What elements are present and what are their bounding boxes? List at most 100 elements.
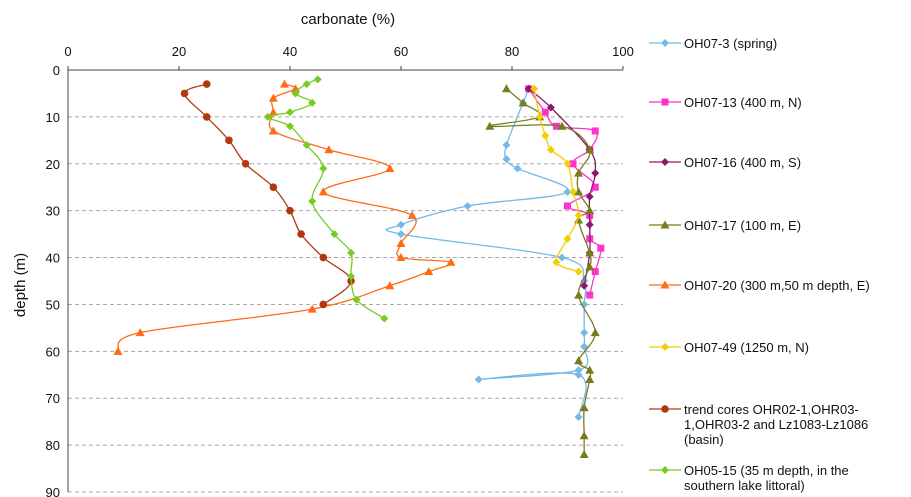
legend-marker <box>661 343 669 351</box>
y-tick-label: 0 <box>53 63 60 78</box>
data-point <box>302 141 311 150</box>
data-point <box>318 187 328 196</box>
legend-symbol <box>649 98 681 106</box>
data-point <box>541 108 549 116</box>
data-point <box>546 145 555 154</box>
x-axis-title: carbonate (%) <box>301 11 395 28</box>
legend-item-oh07-20: OH07-20 (300 m,50 m depth, E) <box>648 278 870 293</box>
data-point <box>563 234 572 243</box>
data-point <box>564 202 571 210</box>
data-point <box>319 300 328 309</box>
data-point <box>286 108 294 117</box>
legend-item-oh07-3: OH07-3 (spring) <box>648 36 777 51</box>
series-7 <box>263 75 389 323</box>
data-point <box>286 122 294 131</box>
data-point <box>241 159 250 168</box>
data-point <box>397 230 405 239</box>
legend-marker <box>660 220 670 229</box>
data-point <box>574 290 584 299</box>
legend-symbol <box>649 343 681 351</box>
legend-marker <box>661 158 669 166</box>
data-point <box>202 113 211 121</box>
legend-symbol <box>649 280 681 289</box>
data-point <box>585 145 595 154</box>
legend-marker <box>661 98 669 106</box>
data-point <box>307 304 317 313</box>
series-4 <box>113 79 456 355</box>
y-tick-label: 30 <box>46 204 60 219</box>
data-point <box>319 253 328 262</box>
data-point <box>530 84 539 93</box>
data-point <box>407 210 417 219</box>
data-point <box>347 248 356 257</box>
x-tick-label: 60 <box>394 44 408 59</box>
data-point <box>557 253 566 262</box>
data-point <box>502 155 511 164</box>
x-tick-label: 40 <box>283 44 297 59</box>
data-point <box>585 248 595 257</box>
data-point <box>202 80 211 88</box>
legend-label: OH07-20 (300 m,50 m depth, E) <box>684 278 870 293</box>
data-point <box>574 168 584 177</box>
x-tick-label: 0 <box>64 44 71 59</box>
y-tick-label: 90 <box>46 485 60 497</box>
y-tick-label: 20 <box>46 157 60 172</box>
legend-symbol <box>649 39 681 47</box>
data-point <box>308 197 317 206</box>
data-point <box>585 220 594 229</box>
legend-symbol <box>649 220 681 229</box>
data-point <box>552 122 560 130</box>
data-point <box>541 131 550 140</box>
data-point <box>474 375 483 384</box>
data-point <box>518 98 528 107</box>
data-point <box>396 253 406 262</box>
data-point <box>485 121 495 130</box>
data-point <box>574 356 584 365</box>
data-point <box>324 145 334 154</box>
data-point <box>574 211 583 220</box>
data-point <box>563 187 572 196</box>
data-point <box>580 281 589 290</box>
grid-lines <box>68 116 623 493</box>
series-layer <box>113 75 605 458</box>
chart-plot: carbonate (%) depth (m) 0 10 20 30 40 50 60 70 8… <box>12 11 634 497</box>
legend-symbol <box>649 405 681 413</box>
legend-marker <box>661 39 669 47</box>
data-point <box>590 328 600 337</box>
data-point <box>574 412 583 421</box>
legend-item-oh07-13: OH07-13 (400 m, N) <box>648 95 802 110</box>
data-point <box>347 272 356 281</box>
data-point <box>385 163 395 172</box>
legend-symbol <box>649 466 681 474</box>
axes <box>67 66 624 492</box>
y-tick-label: 80 <box>46 438 60 453</box>
data-point <box>586 291 594 299</box>
data-point <box>279 79 289 88</box>
legend-marker <box>661 405 669 413</box>
data-point <box>397 220 405 229</box>
data-point <box>263 112 272 121</box>
data-point <box>113 346 123 355</box>
data-point <box>580 300 589 309</box>
data-point <box>585 206 595 215</box>
data-point <box>446 257 456 266</box>
data-point <box>579 403 589 412</box>
y-tick-label: 60 <box>46 344 60 359</box>
data-point <box>268 126 278 135</box>
data-point <box>330 230 339 239</box>
data-point <box>297 230 305 238</box>
data-point <box>535 112 544 121</box>
data-point <box>135 328 145 337</box>
data-point <box>574 187 584 196</box>
data-point <box>501 84 511 93</box>
data-point <box>524 84 533 93</box>
legend-label: OH07-17 (100 m, E) <box>684 218 802 233</box>
legend-label: OH07-16 (400 m, S) <box>684 155 802 170</box>
legend-marker <box>661 466 669 474</box>
data-point <box>574 370 583 379</box>
legend-label: trend cores OHR02-1,OHR03- 1,OHR03-2 and… <box>684 402 869 447</box>
legend-item-oh07-16: OH07-16 (400 m, S) <box>648 155 801 170</box>
y-tick-label: 50 <box>46 297 60 312</box>
data-point <box>225 136 233 145</box>
data-point <box>546 103 555 112</box>
